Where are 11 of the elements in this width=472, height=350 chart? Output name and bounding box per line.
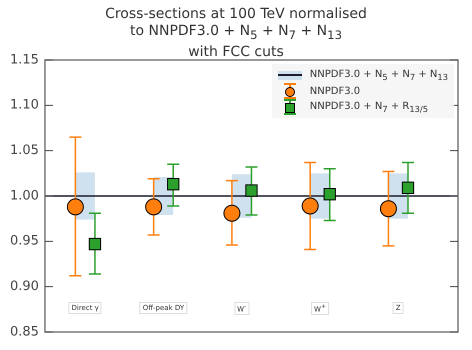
chart-title: Cross-sections at 100 TeV normalised to NNPDF3.0 + N$_{5}$ + N$_{7}$ + N$_{13}$ with FCC cuts	[105, 6, 367, 60]
legend-label: NNPDF3.0	[310, 86, 360, 96]
y-tick-label: 1.15	[10, 52, 39, 68]
y-tick-label: 0.90	[10, 279, 39, 294]
y-tick-label: 1.10	[10, 98, 39, 113]
y-tick-label: 0.95	[10, 234, 39, 249]
legend-label: NNPDF3.0 + N$_{5}$ + N$_{7}$ + N$_{13}$	[310, 68, 448, 82]
y-tick-label: 0.85	[10, 324, 39, 340]
legend-label: NNPDF3.0 + N$_{7}$ + R$_{13/5}$	[310, 100, 428, 114]
y-tick-label: 1.00	[10, 188, 39, 204]
y-tick-label: 1.05	[10, 143, 39, 158]
